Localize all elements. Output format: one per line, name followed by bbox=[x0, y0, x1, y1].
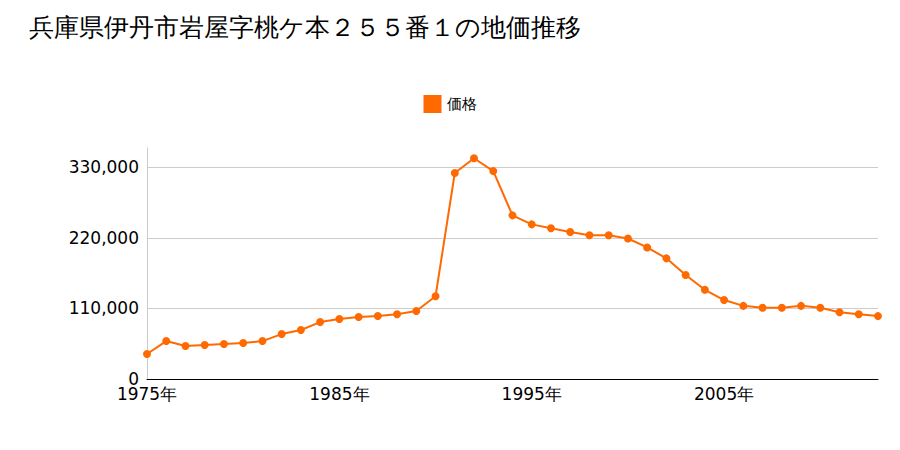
svg-text:1985年: 1985年 bbox=[309, 384, 369, 404]
svg-text:1995年: 1995年 bbox=[502, 384, 562, 404]
svg-text:220,000: 220,000 bbox=[69, 228, 139, 248]
svg-text:2005年: 2005年 bbox=[694, 384, 754, 404]
svg-text:330,000: 330,000 bbox=[69, 157, 139, 177]
svg-text:価格: 価格 bbox=[447, 95, 477, 113]
svg-text:1975年: 1975年 bbox=[117, 384, 177, 404]
svg-text:0: 0 bbox=[128, 369, 139, 389]
svg-text:110,000: 110,000 bbox=[69, 298, 139, 318]
svg-text:兵庫県伊丹市岩屋字桃ケ本２５５番１の地価推移: 兵庫県伊丹市岩屋字桃ケ本２５５番１の地価推移 bbox=[29, 13, 581, 42]
